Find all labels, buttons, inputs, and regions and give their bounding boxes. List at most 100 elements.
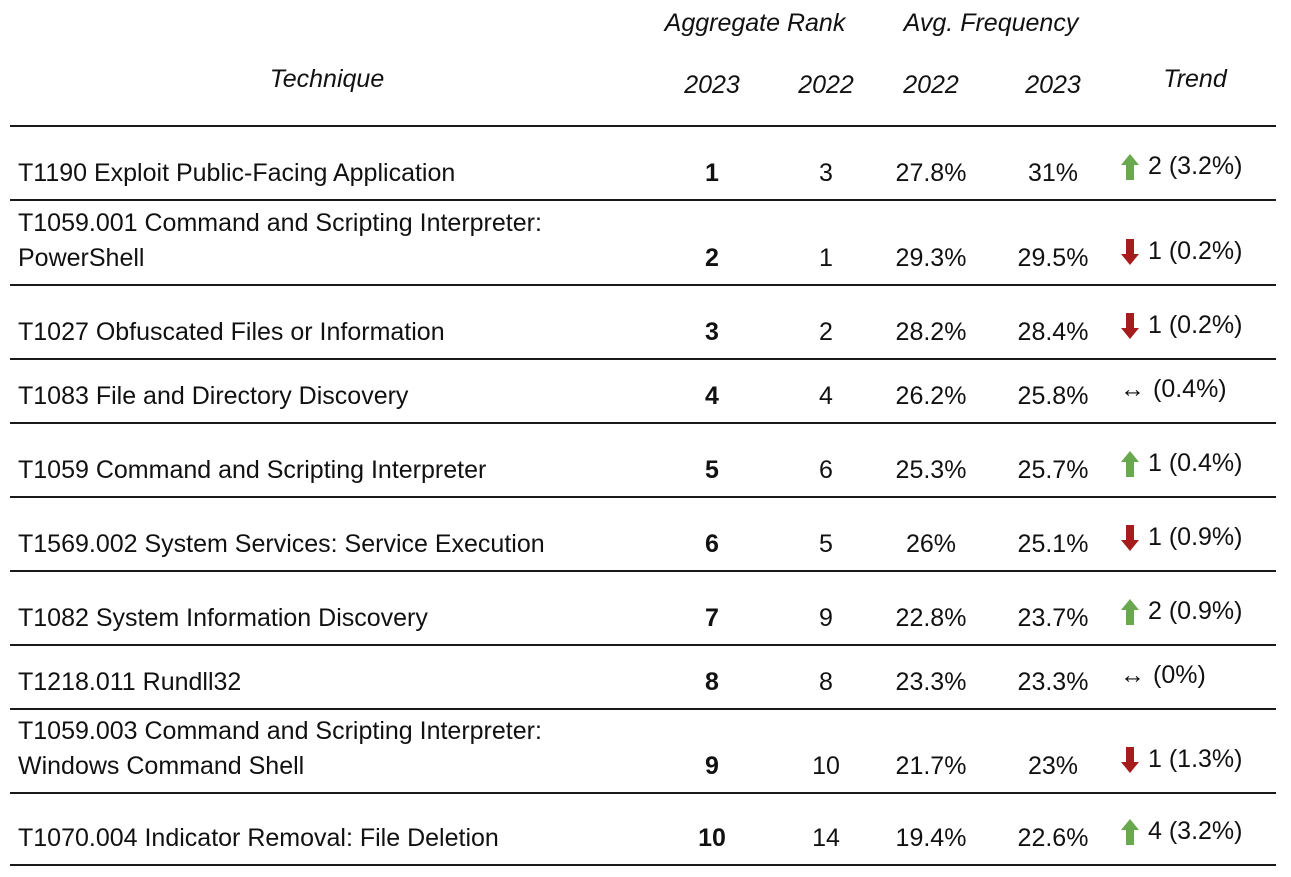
- rank-2022: 6: [819, 456, 833, 484]
- freq-2022: 22.8%: [895, 604, 967, 632]
- row-divider: [10, 284, 1276, 286]
- rank-2023: 6: [705, 530, 719, 558]
- left-right-arrow-icon: ↔: [1120, 661, 1145, 689]
- technique-name: T1218.011 Rundll32: [18, 668, 242, 696]
- freq-2022: 27.8%: [895, 159, 967, 187]
- rank-2023: 4: [705, 382, 719, 410]
- trend-text: 1 (0.2%): [1148, 237, 1243, 265]
- rank-2023: 10: [698, 824, 726, 852]
- arrow-up-icon: [1120, 818, 1140, 846]
- rank-2022: 8: [819, 668, 833, 696]
- header-freq-2023: 2023: [1025, 71, 1081, 99]
- table-row: T1190 Exploit Public-Facing Application 1…: [0, 126, 1291, 199]
- freq-2022: 29.3%: [895, 244, 967, 272]
- rank-2023: 9: [705, 752, 719, 780]
- trend-text: 1 (0.2%): [1148, 311, 1243, 339]
- freq-2023: 23.3%: [1017, 668, 1089, 696]
- trend-cell: 1 (1.3%): [1120, 742, 1242, 777]
- trend-cell: 4 (3.2%): [1120, 814, 1242, 849]
- header-avg-frequency: Avg. Frequency: [903, 9, 1079, 37]
- technique-name: Windows Command Shell: [18, 752, 305, 780]
- rank-2022: 4: [819, 382, 833, 410]
- row-divider: [10, 864, 1276, 866]
- technique-name: T1059.003 Command and Scripting Interpre…: [18, 717, 542, 745]
- freq-2022: 26%: [905, 530, 957, 558]
- technique-name: T1190 Exploit Public-Facing Application: [18, 159, 456, 187]
- header-rank-2023: 2023: [684, 71, 740, 99]
- rank-2023: 5: [705, 456, 719, 484]
- trend-text: 1 (0.9%): [1148, 523, 1243, 551]
- header-aggregate-rank: Aggregate Rank: [664, 9, 846, 37]
- row-divider: [10, 708, 1276, 710]
- freq-2023: 25.7%: [1017, 456, 1089, 484]
- freq-2023: 25.1%: [1017, 530, 1089, 558]
- left-right-arrow-icon: ↔: [1120, 375, 1145, 403]
- rank-2022: 3: [819, 159, 833, 187]
- arrow-down-icon: [1120, 524, 1140, 552]
- table-row: T1083 File and Directory Discovery 4 4 26.2…: [0, 359, 1291, 422]
- row-divider: [10, 792, 1276, 794]
- freq-2023: 25.8%: [1017, 382, 1089, 410]
- freq-2023: 31%: [1027, 159, 1079, 187]
- freq-2023: 28.4%: [1017, 318, 1089, 346]
- header-divider: [10, 125, 1276, 127]
- table-row: T1218.011 Rundll32 8 8 23.3% 23.3% ↔ (0%): [0, 645, 1291, 708]
- trend-text: (0.4%): [1153, 375, 1227, 403]
- trend-text: 2 (3.2%): [1148, 152, 1243, 180]
- table-row: T1059 Command and Scripting Interpreter 5…: [0, 423, 1291, 496]
- rank-2022: 9: [819, 604, 833, 632]
- trend-text: 1 (0.4%): [1148, 449, 1243, 477]
- trend-cell: ↔ (0.4%): [1120, 372, 1227, 407]
- header-technique: Technique: [269, 65, 385, 93]
- rank-2023: 7: [705, 604, 719, 632]
- header-rank-2022: 2022: [798, 71, 854, 99]
- trend-text: (0%): [1153, 661, 1206, 689]
- trend-cell: 1 (0.2%): [1120, 234, 1242, 269]
- header-trend: Trend: [1163, 65, 1227, 93]
- technique-name: T1027 Obfuscated Files or Information: [18, 318, 445, 346]
- freq-2023: 23%: [1027, 752, 1079, 780]
- row-divider: [10, 422, 1276, 424]
- technique-name: T1059.001 Command and Scripting Interpre…: [18, 209, 542, 237]
- technique-name: T1083 File and Directory Discovery: [18, 382, 409, 410]
- trend-text: 2 (0.9%): [1148, 597, 1243, 625]
- freq-2022: 19.4%: [895, 824, 967, 852]
- rank-2022: 1: [819, 244, 833, 272]
- technique-name: T1569.002 System Services: Service Execu…: [18, 530, 545, 558]
- arrow-down-icon: [1120, 312, 1140, 340]
- trend-cell: 1 (0.4%): [1120, 446, 1242, 481]
- freq-2023: 22.6%: [1017, 824, 1089, 852]
- header-freq-2022: 2022: [903, 71, 959, 99]
- trend-cell: 2 (0.9%): [1120, 594, 1242, 629]
- row-divider: [10, 199, 1276, 201]
- table-row: T1569.002 System Services: Service Execu…: [0, 497, 1291, 570]
- table-row: T1082 System Information Discovery 7 9 22.8…: [0, 571, 1291, 644]
- rank-2022: 2: [819, 318, 833, 346]
- rank-2023: 8: [705, 668, 719, 696]
- rank-2022: 5: [819, 530, 833, 558]
- trend-text: 4 (3.2%): [1148, 817, 1243, 845]
- arrow-up-icon: [1120, 598, 1140, 626]
- table-row: T1059.003 Command and Scripting Interpre…: [0, 709, 1291, 792]
- rank-2023: 2: [705, 244, 719, 272]
- row-divider: [10, 496, 1276, 498]
- arrow-down-icon: [1120, 746, 1140, 774]
- technique-name: PowerShell: [18, 244, 145, 272]
- row-divider: [10, 570, 1276, 572]
- trend-cell: 2 (3.2%): [1120, 149, 1242, 184]
- technique-name: T1070.004 Indicator Removal: File Deleti…: [18, 824, 499, 852]
- technique-name: T1082 System Information Discovery: [18, 604, 428, 632]
- table-row: T1070.004 Indicator Removal: File Deleti…: [0, 793, 1291, 864]
- freq-2022: 23.3%: [895, 668, 967, 696]
- arrow-up-icon: [1120, 450, 1140, 478]
- freq-2022: 25.3%: [895, 456, 967, 484]
- rank-2022: 14: [812, 824, 840, 852]
- rank-2022: 10: [812, 752, 840, 780]
- rank-2023: 3: [705, 318, 719, 346]
- technique-name: T1059 Command and Scripting Interpreter: [18, 456, 487, 484]
- freq-2022: 28.2%: [895, 318, 967, 346]
- freq-2022: 21.7%: [895, 752, 967, 780]
- arrow-down-icon: [1120, 238, 1140, 266]
- table-row: T1059.001 Command and Scripting Interpre…: [0, 200, 1291, 284]
- freq-2022: 26.2%: [895, 382, 967, 410]
